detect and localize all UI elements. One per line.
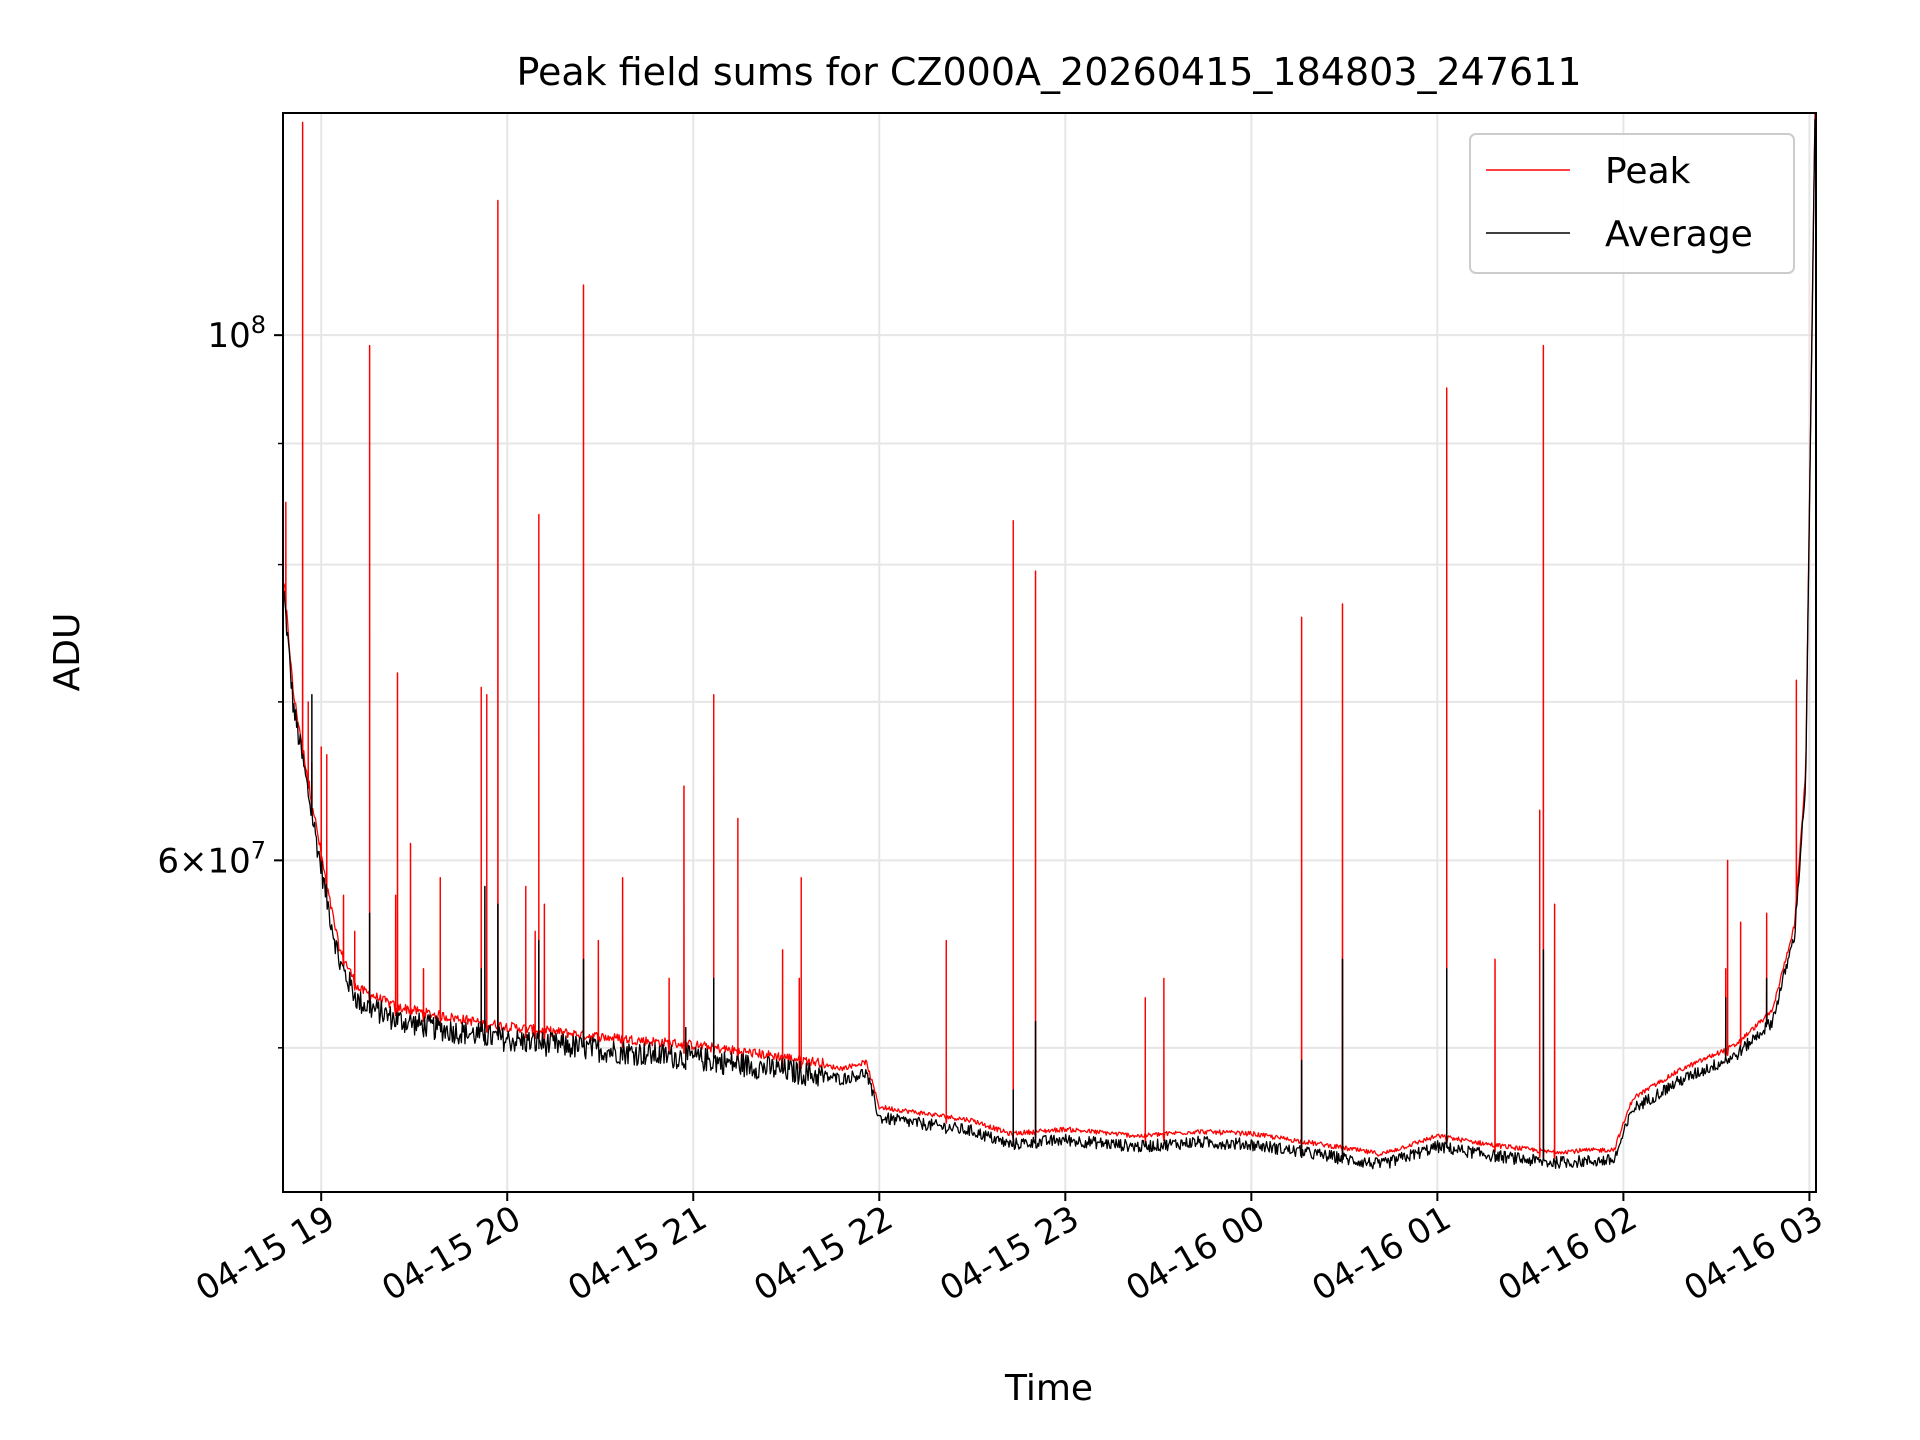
legend-box	[1469, 133, 1795, 274]
plot-frame	[282, 112, 1817, 1193]
x-axis-label: Time	[1004, 1368, 1093, 1409]
y-tick-label: 108	[207, 311, 266, 356]
series-line-average	[283, 118, 1816, 1170]
y-tick-label: 6×107	[157, 836, 266, 881]
legend-label-peak: Peak	[1605, 151, 1691, 192]
series-layer	[283, 113, 1816, 1170]
legend-label-average: Average	[1605, 214, 1753, 255]
y-axis: 108 6×107	[157, 311, 284, 1049]
grid-lines	[284, 114, 1815, 1191]
legend: Peak Average	[1469, 133, 1795, 274]
y-axis-label: ADU	[47, 613, 88, 692]
chart-title: Peak field sums for CZ000A_20260415_1848…	[516, 50, 1581, 94]
